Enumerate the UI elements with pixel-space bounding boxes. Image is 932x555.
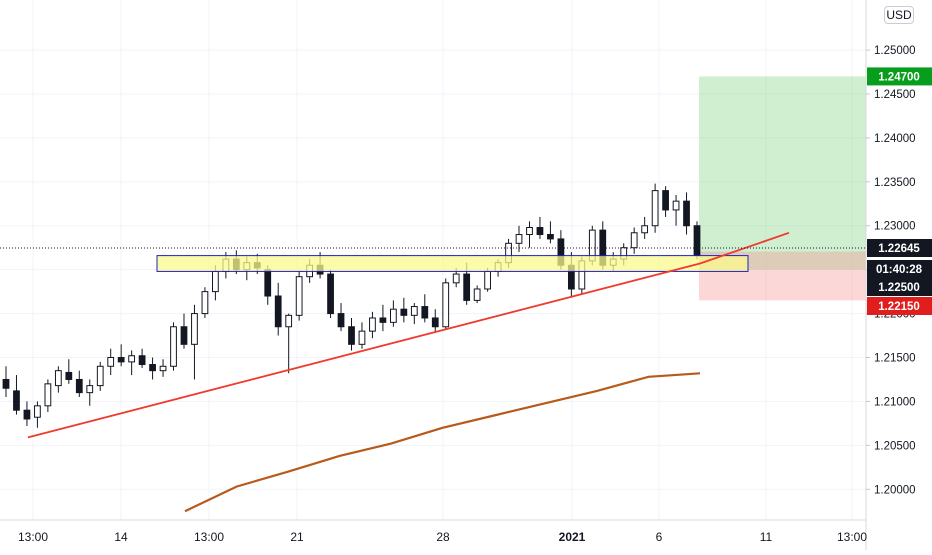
candle-body	[369, 317, 376, 332]
y-tick-label: 1.25000	[874, 45, 916, 57]
candle-body	[295, 276, 303, 316]
candle-body	[274, 295, 282, 328]
candle-body	[410, 306, 418, 316]
moving-average-line	[184, 372, 701, 513]
time-axis[interactable]: 13:00 14 13:00 21 28 2021 6 11 13:00	[18, 530, 867, 544]
candle-body	[159, 365, 167, 372]
y-tick-label: 1.23500	[874, 177, 916, 189]
candle-body	[23, 409, 31, 420]
candle-body	[138, 355, 146, 366]
x-tick-label: 11	[760, 530, 773, 544]
stop-loss-label-bg	[867, 297, 932, 315]
candle-body	[117, 357, 125, 363]
candle-body	[170, 326, 177, 367]
candle-body	[44, 383, 52, 407]
candle-body	[358, 330, 366, 345]
candle-body	[96, 365, 104, 387]
take-profit-label: 1.24700	[878, 71, 920, 83]
candle-body	[201, 291, 209, 315]
candle-body	[107, 357, 115, 367]
candle-body	[65, 371, 73, 380]
current-price-label: 1.22645	[878, 243, 920, 255]
countdown-label-bg	[867, 260, 932, 278]
x-tick-label: 13:00	[194, 530, 224, 544]
entry-price-label: 1.22500	[878, 282, 920, 294]
trendline-line	[27, 231, 790, 439]
currency-button[interactable]: USD	[884, 6, 914, 24]
take-profit-zone[interactable]	[699, 76, 866, 270]
x-tick-label: 13:00	[18, 530, 48, 544]
candle-body	[191, 313, 198, 345]
candle-body	[431, 317, 439, 328]
moving-average[interactable]	[184, 372, 701, 513]
y-tick-label: 1.20000	[874, 484, 916, 496]
candle-body	[400, 308, 408, 316]
candle-body	[389, 308, 397, 323]
y-tick-label: 1.23000	[874, 221, 916, 233]
candle-body	[651, 190, 659, 227]
candle-body	[327, 273, 334, 315]
candle-body	[484, 270, 491, 290]
currency-label: USD	[886, 8, 912, 22]
candle-body	[421, 306, 429, 319]
candle-body	[442, 282, 450, 328]
y-tick-label: 1.21500	[874, 353, 916, 365]
x-tick-label: 6	[656, 530, 663, 544]
candle-body	[54, 370, 62, 387]
candle-body	[212, 270, 219, 293]
candle-body	[128, 355, 136, 363]
y-tick-label: 1.24000	[874, 133, 916, 145]
candle-body	[473, 288, 481, 301]
candle-body	[149, 364, 156, 372]
x-tick-label: 13:00	[837, 530, 867, 544]
candle-body	[547, 234, 554, 240]
y-tick-label: 1.24500	[874, 89, 916, 101]
candle-body	[515, 234, 523, 244]
x-tick-label: 2021	[559, 530, 586, 544]
candle-body	[526, 227, 533, 236]
x-tick-label: 28	[436, 530, 450, 544]
candle-body	[34, 405, 41, 418]
entry-price-label-bg	[867, 278, 932, 296]
current-price-label-bg	[867, 239, 932, 257]
y-tick-label: 1.21000	[874, 396, 916, 408]
countdown-label: 01:40:28	[876, 264, 923, 276]
x-tick-label: 14	[114, 530, 128, 544]
price-labels: 1.24700 1.22645 01:40:28 1.22500 1.22150	[867, 67, 932, 315]
candle-body	[630, 232, 638, 249]
candle-body	[285, 314, 293, 328]
candle-body	[337, 313, 345, 328]
take-profit-label-bg	[867, 67, 932, 86]
candle-body	[2, 378, 10, 389]
candle-body	[683, 200, 690, 227]
candle-body	[536, 227, 544, 236]
y-tick-label: 1.20500	[874, 440, 916, 452]
x-tick-label: 21	[290, 530, 304, 544]
candle-body	[662, 190, 669, 211]
take-profit-area	[699, 76, 866, 270]
candle-body	[348, 326, 355, 345]
candle-body	[75, 378, 83, 394]
candle-body	[641, 225, 649, 234]
candle-body	[180, 326, 188, 345]
candle-body	[672, 200, 680, 211]
candle-body	[13, 390, 20, 411]
candle-body	[264, 269, 272, 297]
candle-body	[693, 225, 701, 257]
candle-body	[452, 273, 460, 284]
support-zone-rect	[156, 255, 749, 272]
candle-body	[379, 317, 387, 323]
candles	[2, 183, 701, 428]
stop-loss-label: 1.22150	[878, 301, 920, 313]
candle-body	[463, 273, 471, 301]
support-zone[interactable]	[156, 255, 749, 272]
trendline[interactable]	[27, 231, 790, 439]
candle-body	[86, 385, 94, 394]
